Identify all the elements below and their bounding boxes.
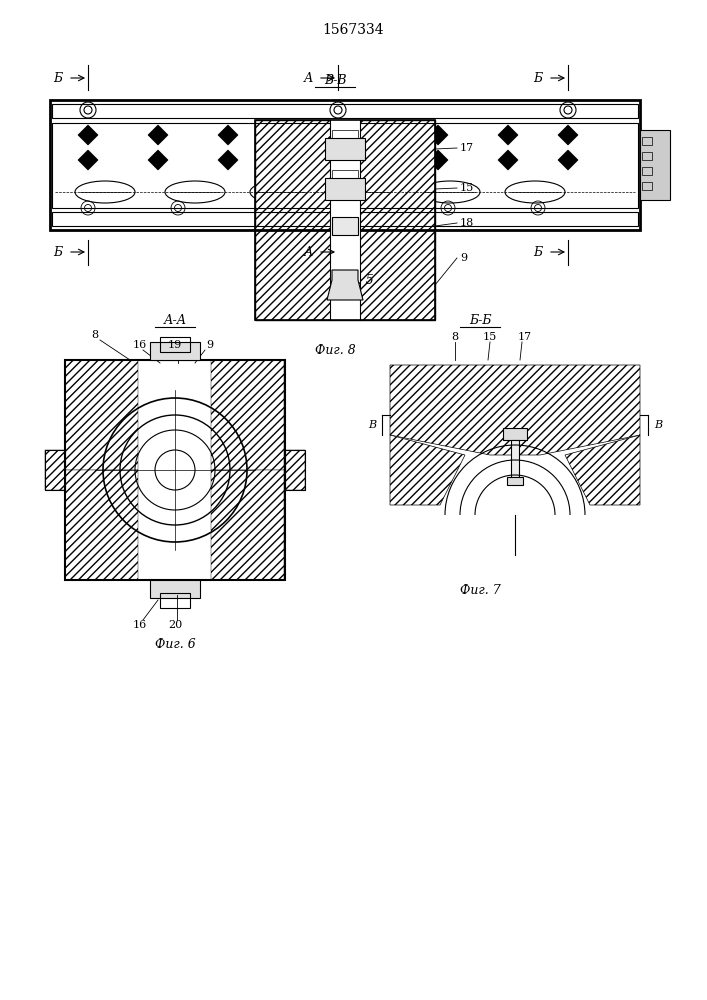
Bar [52, 123, 638, 208]
Bar [640, 130, 670, 200]
Text: 17: 17 [518, 332, 532, 342]
Text: В: В [368, 420, 376, 430]
Polygon shape [428, 125, 448, 145]
Bar [507, 477, 523, 485]
Text: 20: 20 [168, 620, 182, 630]
Bar [255, 120, 435, 320]
Bar [160, 593, 190, 608]
Bar [642, 167, 652, 175]
Text: 18: 18 [460, 218, 474, 228]
Bar [211, 470, 284, 580]
Text: А: А [303, 245, 312, 258]
Bar [332, 217, 358, 235]
Text: 8: 8 [91, 330, 98, 340]
Polygon shape [498, 150, 518, 170]
Text: 8: 8 [452, 332, 459, 342]
Text: 19: 19 [168, 340, 182, 350]
Bar [330, 120, 360, 320]
Bar [150, 580, 200, 598]
Bar [285, 450, 305, 490]
Text: А: А [303, 72, 312, 85]
Polygon shape [358, 150, 378, 170]
Text: Б: Б [54, 245, 62, 258]
Text: 9: 9 [460, 253, 467, 263]
Text: 16: 16 [133, 620, 147, 630]
Text: 15: 15 [460, 183, 474, 193]
Bar [642, 137, 652, 145]
Text: 16: 16 [133, 340, 147, 350]
Bar [160, 337, 190, 352]
Bar [65, 360, 138, 470]
Text: А-А: А-А [163, 314, 187, 326]
Polygon shape [565, 435, 640, 505]
Polygon shape [390, 435, 465, 505]
Bar [511, 440, 519, 480]
Text: 17: 17 [460, 143, 474, 153]
Bar [50, 100, 640, 230]
Polygon shape [327, 270, 363, 300]
Bar [642, 152, 652, 160]
Bar [65, 470, 138, 580]
Text: 15: 15 [483, 332, 497, 342]
Polygon shape [390, 365, 640, 455]
Polygon shape [288, 150, 308, 170]
Text: 9: 9 [206, 340, 214, 350]
Text: Фиг. 8: Фиг. 8 [315, 344, 356, 357]
Polygon shape [148, 150, 168, 170]
Bar [332, 170, 358, 178]
Text: В-В: В-В [324, 74, 346, 87]
Bar [325, 178, 365, 200]
Bar [65, 360, 285, 580]
Text: Б: Б [54, 72, 62, 85]
Text: Б: Б [534, 245, 542, 258]
Bar [332, 130, 358, 138]
Polygon shape [78, 125, 98, 145]
Text: Фиг. 6: Фиг. 6 [155, 639, 195, 652]
Polygon shape [148, 125, 168, 145]
Bar [52, 104, 638, 118]
Polygon shape [498, 125, 518, 145]
Polygon shape [428, 150, 448, 170]
Bar [45, 450, 65, 490]
Bar [150, 342, 200, 360]
Polygon shape [218, 125, 238, 145]
Polygon shape [78, 150, 98, 170]
Bar [325, 138, 365, 160]
Text: Фиг. 7: Фиг. 7 [460, 584, 501, 596]
Text: Б: Б [534, 72, 542, 85]
Polygon shape [358, 125, 378, 145]
Bar [642, 182, 652, 190]
Bar [211, 360, 284, 470]
Bar [45, 450, 65, 490]
Text: 1567334: 1567334 [322, 23, 384, 37]
Text: Фиг. 5: Фиг. 5 [332, 273, 373, 286]
Polygon shape [218, 150, 238, 170]
Polygon shape [558, 125, 578, 145]
Bar [503, 428, 527, 440]
Polygon shape [288, 125, 308, 145]
Bar [52, 212, 638, 226]
Bar [255, 120, 435, 320]
Bar [285, 450, 305, 490]
Text: Б-Б: Б-Б [469, 314, 491, 326]
Polygon shape [558, 150, 578, 170]
Text: В: В [654, 420, 662, 430]
